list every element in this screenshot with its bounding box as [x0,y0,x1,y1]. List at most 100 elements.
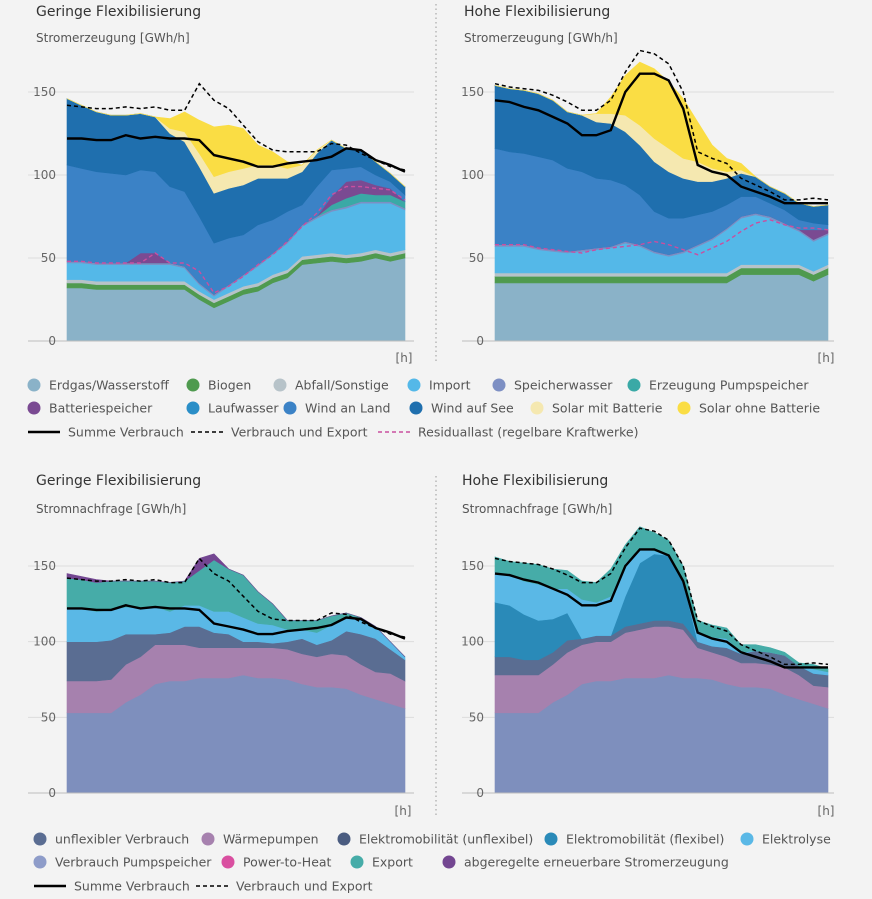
x-axis-label: [h] [818,804,835,818]
legend-label: Erdgas/Wasserstoff [49,378,169,393]
legend-swatch [677,401,691,415]
legend-item-residuallast-regelbare-kraftwerke: Residuallast (regelbare Kraftwerke) [378,425,638,440]
y-tick-label: 150 [461,85,484,99]
y-tick-label: 100 [461,635,484,649]
legend-label: Verbrauch Pumpspeicher [55,855,212,870]
legend-item-waermepumpen: Wärmepumpen [201,832,319,847]
y-axis-title: Stromnachfrage [GWh/h] [36,502,186,516]
legend-label: Import [429,378,471,393]
legend-label: Elektromobilität (flexibel) [566,832,724,847]
y-tick-label: 0 [476,786,484,800]
legend-item-summe-verbrauch: Summe Verbrauch [34,879,190,894]
legend-item-laufwasser: Laufwasser [186,401,279,416]
x-axis-label: [h] [395,804,412,818]
line-summe-verbrauch [67,604,406,640]
legend-item-speicherwasser: Speicherwasser [492,378,613,393]
y-axis-title: Stromnachfrage [GWh/h] [462,502,612,516]
legend-label: Laufwasser [208,401,279,416]
line-verbrauch-und-export [66,557,406,638]
legend-label: Wind auf See [431,401,514,416]
legend-swatch [33,832,47,846]
legend-label: Elektromobilität (unflexibel) [359,832,533,847]
chart-title: Hohe Flexibilisierung [464,4,610,20]
y-axis-title: Stromerzeugung [GWh/h] [464,31,618,45]
legend-swatch [407,378,421,392]
x-axis-label: [h] [396,351,413,365]
legend-label: Summe Verbrauch [74,879,190,894]
chart-panel-2: 0 50 100 150 [h] Hohe Flexibilisierung Stromer… [461,4,834,365]
legend-label: Solar ohne Batterie [699,401,820,416]
line-residuallast-regelbare-kraftwerke [495,219,829,256]
legend-label: Batteriespeicher [49,401,153,416]
legend-label: Wärmepumpen [223,832,319,847]
legend-item-verbrauch-pumpspeicher: Verbrauch Pumpspeicher [33,855,212,870]
y-tick-label: 0 [48,334,56,348]
legend-swatch [273,378,287,392]
y-tick-label: 100 [33,635,56,649]
line-verbrauch-und-export [494,49,829,201]
y-tick-label: 150 [461,559,484,573]
area-solar-ohne-batterie [494,61,829,207]
y-tick-label: 50 [469,710,484,724]
area-export [494,526,829,673]
y-tick-label: 100 [461,168,484,182]
legend-item-erzeugung-pumpspeicher: Erzeugung Pumpspeicher [627,378,809,393]
legend-label: unflexibler Verbrauch [55,832,189,847]
legend-label: Power-to-Heat [243,855,332,870]
area-solar-ohne-batterie [66,98,406,187]
legend-item-abgeregelte-erneuerbare-stromerzeugung: abgeregelte erneuerbare Stromerzeugung [442,855,729,870]
legend-item-batteriespeicher: Batteriespeicher [27,401,153,416]
legend-label: abgeregelte erneuerbare Stromerzeugung [464,855,729,870]
line-summe-verbrauch [494,548,828,669]
area-erdgas-wasserstoff [494,274,829,342]
legend-item-elektromobilitaet-unflexibel: Elektromobilität (unflexibel) [337,832,533,847]
legend-swatch [186,401,200,415]
legend-swatch [530,401,544,415]
legend-swatch [186,378,200,392]
chart-panel-4: 0 50 100 150 [h] Hohe Flexibilisierung Stromna… [461,473,834,818]
legend-swatch [33,855,47,869]
legend-label: Residuallast (regelbare Kraftwerke) [418,425,638,440]
legend-swatch [544,832,558,846]
legend-item-elektromobilitaet-flexibel: Elektromobilität (flexibel) [544,832,724,847]
legend-label: Solar mit Batterie [552,401,663,416]
legend-item-abfall-sonstige: Abfall/Sonstige [273,378,389,393]
legend-top: Erdgas/Wasserstoff Biogen Abfall/Sonstige I… [27,378,820,440]
line-summe-verbrauch [494,72,828,205]
legend-swatch [627,378,641,392]
legend-item-wind-an-land: Wind an Land [283,401,390,416]
legend-item-import: Import [407,378,471,393]
chart-title: Hohe Flexibilisierung [462,473,608,489]
chart-title: Geringe Flexibilisierung [36,4,201,20]
chart-panel-3: 0 50 100 150 [h] Geringe Flexibilisierung Stro… [28,473,414,818]
legend-item-power-to-heat: Power-to-Heat [221,855,332,870]
legend-item-verbrauch-und-export: Verbrauch und Export [191,425,368,440]
legend-swatch [442,855,456,869]
legend-item-summe-verbrauch: Summe Verbrauch [28,425,184,440]
legend-label: Erzeugung Pumpspeicher [649,378,809,393]
line-verbrauch-und-export [66,82,406,171]
y-tick-label: 50 [469,251,484,265]
legend-label: Verbrauch und Export [231,425,368,440]
legend-item-unflexibler-verbrauch: unflexibler Verbrauch [33,832,189,847]
legend-swatch [27,378,41,392]
legend-item-erdgas-wasserstoff: Erdgas/Wasserstoff [27,378,169,393]
legend-swatch [283,401,297,415]
legend-label: Summe Verbrauch [68,425,184,440]
legend-swatch [350,855,364,869]
legend-swatch [337,832,351,846]
legend-bottom: unflexibler Verbrauch Wärmepumpen Elektrom… [33,832,831,894]
legend-label: Speicherwasser [514,378,613,393]
legend-label: Abfall/Sonstige [295,378,389,393]
chart-title: Geringe Flexibilisierung [36,473,201,489]
chart-panel-1: 0 50 100 150 [h] Geringe Flexibilisierung Stro… [28,4,414,365]
legend-label: Elektrolyse [762,832,831,847]
legend-item-solar-mit-batterie: Solar mit Batterie [530,401,663,416]
y-tick-label: 0 [48,786,56,800]
x-axis-label: [h] [818,351,835,365]
legend-item-solar-ohne-batterie: Solar ohne Batterie [677,401,820,416]
legend-swatch [492,378,506,392]
legend-label: Wind an Land [305,401,390,416]
y-tick-label: 0 [476,334,484,348]
